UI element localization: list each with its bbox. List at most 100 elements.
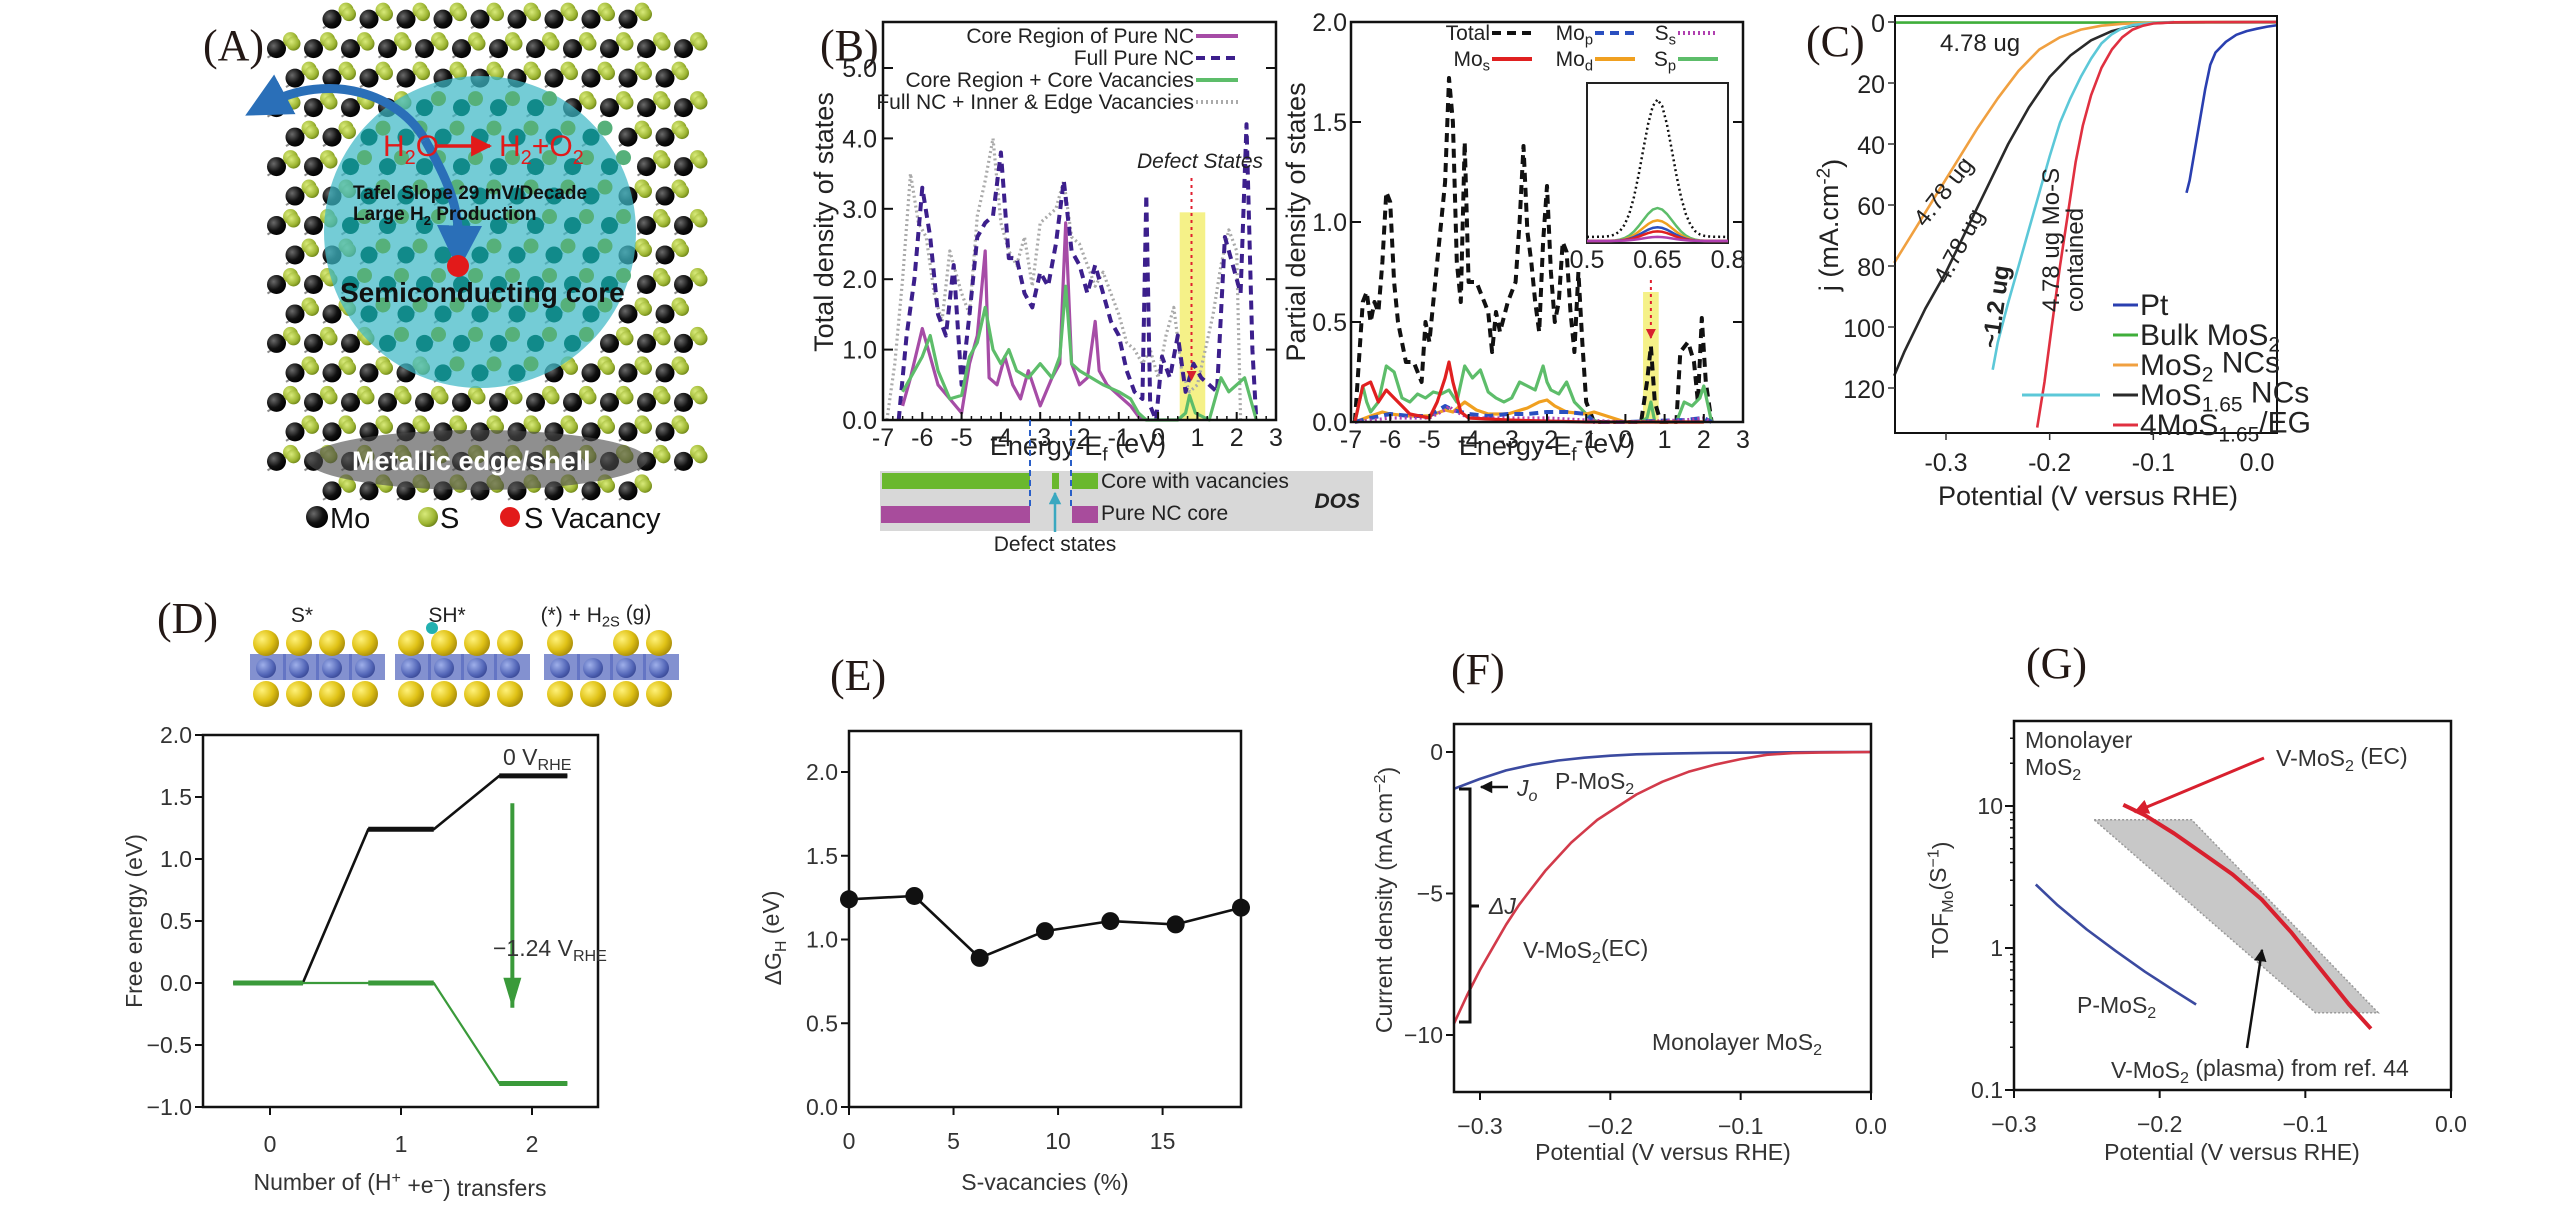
core-s-atom [468,209,483,225]
core-s-atom [542,267,557,283]
inset-x-tick-label: 0.5 [1570,246,1605,274]
mo-atom [674,157,693,177]
core-s-atom [394,326,409,342]
y-tick-label: 40 [1857,132,1885,160]
mo-atom [359,363,379,383]
s-atom [638,125,652,140]
series-label-neg-1-24v: −1.24 VRHE​ [493,935,607,965]
core-mo-atom [490,158,507,176]
s-atom [379,7,393,22]
core-s-atom [394,150,409,166]
p-mos2-label: P-MoS2​ [1555,768,1634,798]
surface-structures: S* SH* (*) + H2S​ (g) [250,602,679,707]
core-mo-atom [453,158,470,176]
x-tick-label: 10 [1045,1128,1071,1154]
mo-atom [267,39,286,59]
core-mo-atom [379,158,396,176]
s-atom [360,390,375,405]
core-mo-atom [582,246,600,264]
mo-atom [526,39,545,59]
core-mo-atom [601,158,618,176]
core-s-atom [375,120,391,136]
core-s-atom [357,209,372,225]
delta-j-bracket [1459,787,1472,1024]
core-s-atom [394,267,409,283]
y-tick-label: 2.0 [160,722,192,748]
mo-atom [637,392,656,412]
s-atom-bottom [398,681,424,707]
data-point [1166,915,1185,934]
s-atom-bottom [431,681,457,707]
x-tick-label: 2 [526,1131,539,1157]
mo-atom [341,98,360,118]
x-tick-label: 3 [1269,424,1283,452]
s-atom [619,36,634,51]
core-s-atom [431,209,446,225]
mo-atom [322,9,342,29]
core-mo-atom [342,275,359,293]
legend-label: Total [1446,22,1490,45]
s-atom [286,154,301,169]
mo-atom [674,39,693,59]
s-atom [471,36,486,51]
mo-atom [355,658,375,678]
series-pt [2185,23,2278,194]
x-tick-label: -7 [1340,426,1362,454]
s-atom [305,419,319,434]
v-mos2-label: V-MoS2​(EC) [1523,935,1648,967]
core-s-atom [523,179,539,195]
s-atom [619,331,634,346]
core-s-atom [486,297,502,313]
mo-atom [618,481,638,501]
mo-atom [322,481,342,501]
x-tick-label: -2 [1068,424,1090,452]
s-atom-top [464,630,490,656]
core-s-atom [505,91,520,107]
p-mos2-label: P-MoS2​ [2077,992,2156,1022]
s-atom [656,36,671,51]
y-tick-label: 0.0 [842,407,877,435]
s-atom [342,125,356,140]
core-s-atom [357,267,372,283]
s-atom-bottom [253,681,279,707]
s-atom [471,390,486,405]
core-mo-atom [379,275,396,293]
mo-atom [256,658,276,678]
y-axis-label: Total density of states [809,92,839,352]
mo-atom [618,422,638,442]
inset-peak [1587,98,1728,239]
s-vacancy-icon [500,507,520,527]
metallic-shell-region [307,430,647,490]
chart-b-left-total-dos: Defect States -7 -6 -5 -4 -3 -2 -1 0 1 2 3 0.0 1.0 2.0… [809,20,1283,466]
inset-x-tick-label: 0.65 [1633,246,1682,274]
mo-atom [655,363,675,383]
data-point [1036,922,1054,941]
x-tick-label: 0 [843,1128,856,1154]
s-atom [638,243,652,257]
mo-atom [304,157,323,177]
annotation-bulk: 4.78 ug [1940,30,2020,57]
s-atom [323,331,338,346]
legend-label: Ss​ [1655,22,1676,48]
s-atom [434,36,449,51]
y-tick-label: 60 [1857,193,1885,221]
legend-label: Pt [2140,289,2169,322]
s-atom [305,243,319,257]
core-s-atom [542,150,557,166]
series-4mos1-65-eg [2035,20,2278,428]
s-atom [453,66,467,81]
core-mo-atom [453,99,470,117]
x-axis-label: Number of (H+​ +e−​) transfers [253,1169,546,1201]
mo-atom [470,9,490,29]
mo-atom [267,157,286,177]
core-mo-atom [582,128,600,146]
f-frame [1452,722,1873,1094]
mo-atom [267,451,286,471]
mo-atom [434,658,454,678]
y-tick-label: 2.0 [842,266,877,294]
defect-highlight-band [1179,212,1206,420]
series-p-mos2 [2034,883,2197,1006]
core-s-atom [523,297,539,313]
mo-atom [637,216,656,236]
